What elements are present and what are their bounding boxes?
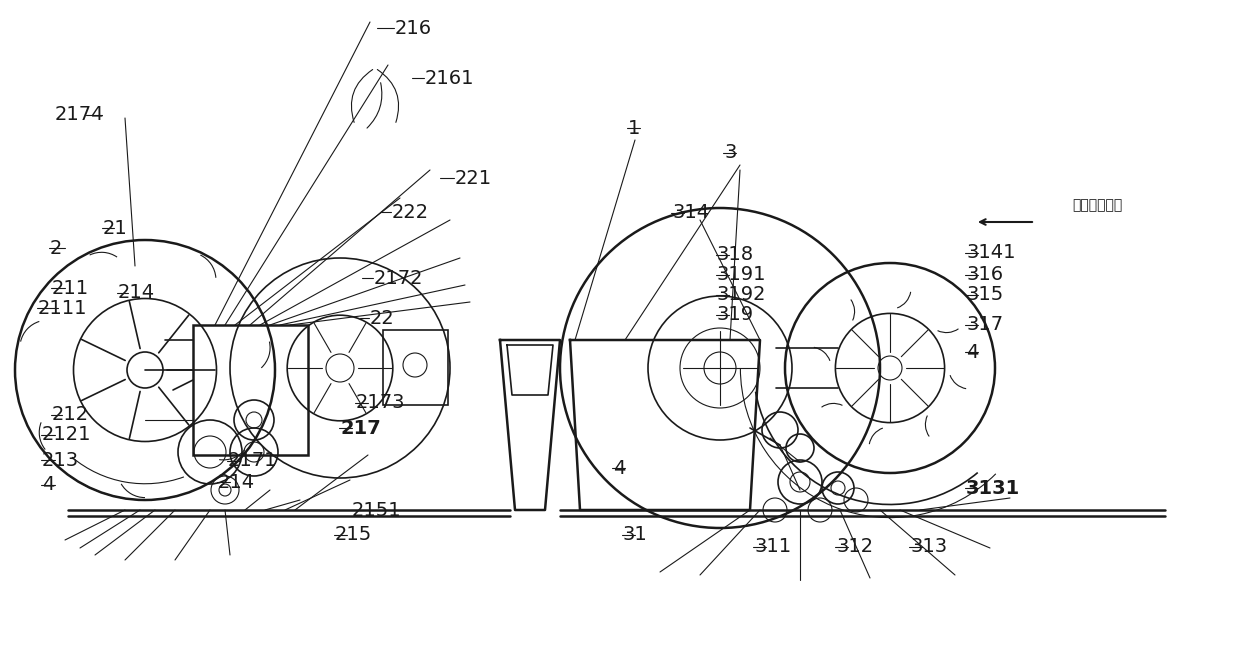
Text: 2151: 2151	[352, 501, 401, 520]
Text: 314: 314	[672, 204, 709, 223]
Text: 2111: 2111	[38, 298, 88, 318]
Text: 213: 213	[42, 450, 79, 470]
Text: 3141: 3141	[966, 243, 1016, 263]
Text: 2173: 2173	[356, 393, 405, 413]
Text: 3192: 3192	[717, 285, 767, 305]
Text: 221: 221	[455, 168, 492, 188]
Text: 2161: 2161	[425, 69, 475, 87]
Text: 315: 315	[966, 285, 1004, 305]
Text: 319: 319	[717, 305, 755, 325]
Text: 316: 316	[966, 265, 1004, 285]
Text: 2121: 2121	[42, 426, 92, 444]
Text: 31: 31	[623, 525, 648, 545]
Text: 22: 22	[370, 309, 395, 327]
Text: 217: 217	[339, 419, 380, 437]
Text: 216: 216	[395, 19, 432, 38]
Text: 3191: 3191	[717, 265, 767, 285]
Text: 2: 2	[50, 239, 62, 258]
Text: 作业前进方向: 作业前进方向	[1072, 198, 1123, 212]
Text: 4: 4	[966, 342, 979, 362]
Text: 1: 1	[628, 118, 641, 138]
Text: 313: 313	[909, 538, 947, 556]
Text: 318: 318	[717, 245, 755, 265]
Text: 4: 4	[613, 459, 626, 477]
Text: 21: 21	[103, 219, 128, 237]
Text: 3131: 3131	[966, 479, 1020, 498]
Text: 317: 317	[966, 316, 1004, 334]
Text: 2171: 2171	[228, 452, 278, 470]
Text: 211: 211	[52, 278, 89, 298]
Text: 215: 215	[335, 525, 372, 545]
Text: 311: 311	[755, 538, 792, 556]
Bar	[383, 330, 449, 405]
Text: 214: 214	[118, 283, 155, 303]
Text: 2174: 2174	[55, 105, 104, 124]
Text: 312: 312	[836, 538, 873, 556]
Bar	[193, 325, 309, 455]
Text: 3: 3	[724, 144, 736, 162]
Text: 222: 222	[392, 203, 429, 221]
Text: 212: 212	[52, 406, 89, 424]
Text: 214: 214	[218, 472, 255, 492]
Text: 4: 4	[42, 476, 55, 494]
Text: 2172: 2172	[374, 269, 424, 287]
